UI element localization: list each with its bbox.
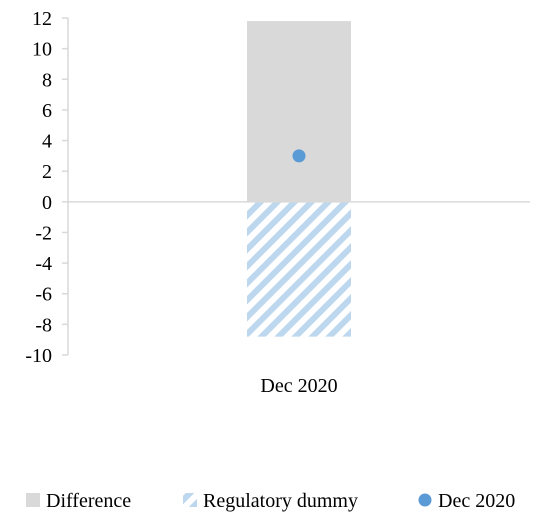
legend-label-dec-2020: Dec 2020: [438, 490, 515, 512]
legend-swatch-dec-2020: [418, 493, 432, 507]
legend: Difference Regulatory dummy Dec 2020: [26, 490, 515, 512]
y-tick-label: -2: [35, 222, 52, 244]
bar-difference-0: [247, 21, 351, 202]
y-tick-label: 6: [42, 100, 52, 122]
y-tick-label: 10: [32, 39, 52, 61]
legend-label-regulatory-dummy: Regulatory dummy: [203, 490, 358, 512]
x-category-label: Dec 2020: [260, 375, 337, 397]
y-tick-label: -8: [35, 314, 52, 336]
legend-label-difference: Difference: [46, 490, 131, 512]
y-tick-label: -4: [35, 253, 52, 275]
legend-swatch-regulatory-dummy: [183, 493, 197, 507]
y-tick-label: 8: [42, 69, 52, 91]
y-tick-label: -10: [25, 345, 52, 367]
legend-swatch-difference: [26, 493, 40, 507]
point-dec-2020-0: [292, 149, 306, 163]
y-tick-label: 4: [42, 131, 52, 153]
y-tick-label: 2: [42, 161, 52, 183]
y-tick-label: 0: [42, 192, 52, 214]
y-tick-label: -6: [35, 284, 52, 306]
bar-regulatory-dummy-0: [247, 201, 351, 337]
plot-area: 12 10 8 6 4 2 0 -2 -4 -6 -8 -10 Dec 2020: [25, 8, 530, 397]
y-tick-label: 12: [32, 8, 52, 30]
